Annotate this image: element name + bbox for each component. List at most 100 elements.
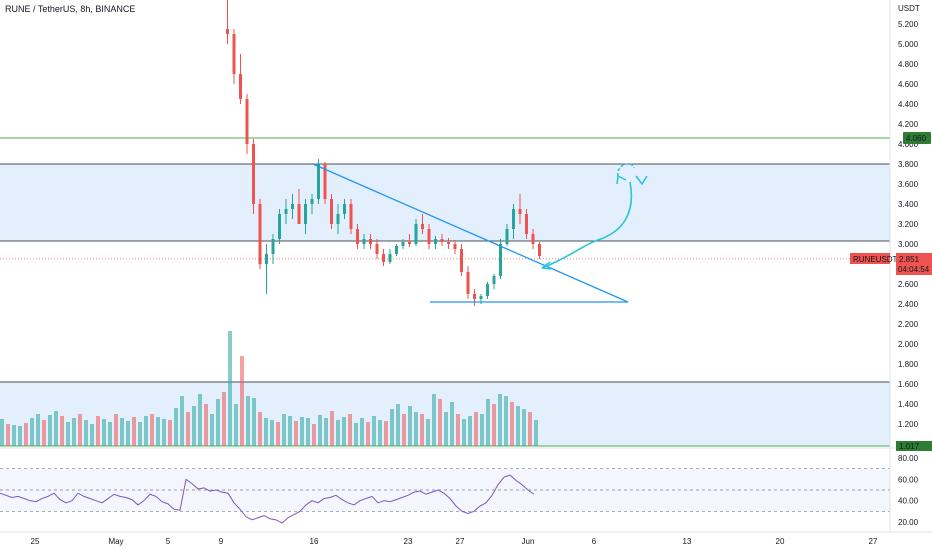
candle-body xyxy=(343,204,346,214)
volume-bar xyxy=(240,356,244,446)
price-axis-tick: 1.200 xyxy=(898,420,919,429)
volume-bar xyxy=(414,412,418,446)
volume-bar xyxy=(420,414,424,446)
candle-body xyxy=(486,284,489,296)
price-axis-tick: 3.200 xyxy=(898,220,919,229)
volume-bar xyxy=(468,416,472,446)
candle-body xyxy=(278,214,281,239)
price-axis-tick: 1.600 xyxy=(898,380,919,389)
volume-bar xyxy=(258,412,262,446)
volume-bar xyxy=(444,412,448,446)
rsi-axis-tick: 80.00 xyxy=(898,454,919,463)
level-badge: 4.060 xyxy=(906,134,927,143)
candle-body xyxy=(369,239,372,244)
price-axis-tick: 3.400 xyxy=(898,200,919,209)
volume-bar xyxy=(192,406,196,446)
volume-bar xyxy=(522,409,526,446)
time-axis-label: 16 xyxy=(310,537,319,546)
volume-bar xyxy=(138,422,142,446)
volume-bar xyxy=(96,416,100,446)
volume-bar xyxy=(174,408,178,446)
volume-bar xyxy=(144,416,148,446)
price-axis-tick: 3.800 xyxy=(898,160,919,169)
candle-body xyxy=(356,229,359,244)
volume-bar xyxy=(6,424,10,446)
volume-bar xyxy=(366,422,370,446)
volume-bar xyxy=(252,398,256,446)
candle-body xyxy=(460,249,463,272)
volume-bar xyxy=(282,414,286,446)
chart-title: RUNE / TetherUS, 8h, BINANCE xyxy=(5,4,136,14)
volume-bar xyxy=(306,418,310,446)
candle-body xyxy=(284,209,288,214)
time-axis-label: 6 xyxy=(592,537,597,546)
price-axis-tick: 2.200 xyxy=(898,320,919,329)
candle-body xyxy=(427,229,431,244)
volume-bar xyxy=(180,396,184,446)
volume-bar xyxy=(60,416,64,446)
price-axis-tick: 4.400 xyxy=(898,100,919,109)
rsi-axis-tick: 60.00 xyxy=(898,475,919,484)
candle-body xyxy=(401,242,405,246)
volume-bar xyxy=(432,394,436,446)
candle-body xyxy=(447,242,450,244)
candle-body xyxy=(226,29,229,34)
volume-bar xyxy=(210,414,214,446)
volume-bar xyxy=(168,420,172,446)
loop-arrow-icon xyxy=(617,163,635,177)
volume-bar xyxy=(156,417,160,446)
volume-bar xyxy=(72,418,76,446)
price-axis-tick: 2.000 xyxy=(898,340,919,349)
time-axis-label: 25 xyxy=(31,537,40,546)
volume-bar xyxy=(474,412,478,446)
volume-bar xyxy=(456,414,460,446)
projection-arrow[interactable] xyxy=(541,181,633,269)
volume-bar xyxy=(78,414,82,446)
descending-trendline[interactable] xyxy=(312,163,629,303)
candle-body xyxy=(466,272,470,294)
volume-bar xyxy=(450,402,454,446)
price-badge: 2.851 xyxy=(899,255,920,264)
volume-bar xyxy=(486,399,490,446)
volume-bar xyxy=(462,419,466,446)
price-axis-tick: 3.600 xyxy=(898,180,919,189)
volume-bar xyxy=(534,420,538,446)
candle-body xyxy=(362,239,366,244)
time-axis-label: 5 xyxy=(166,537,171,546)
volume-bar xyxy=(162,419,166,446)
level-badge-bg xyxy=(903,132,931,144)
price-axis-tick: 2.600 xyxy=(898,280,919,289)
volume-bar xyxy=(12,425,16,446)
volume-bar xyxy=(492,404,496,446)
candle-body xyxy=(440,239,444,242)
time-axis-label: 23 xyxy=(404,537,413,546)
volume-bar xyxy=(396,404,400,446)
candle-body xyxy=(388,254,392,262)
price-badge-bg xyxy=(896,253,932,275)
volume-bar xyxy=(36,414,40,446)
candle-body xyxy=(518,209,522,214)
candle-body xyxy=(336,214,340,224)
volume-bar xyxy=(150,414,154,446)
candle-body xyxy=(271,239,275,254)
volume-bar xyxy=(48,415,52,446)
time-axis-label: 9 xyxy=(219,537,224,546)
volume-bar xyxy=(360,418,364,446)
arrow-head-icon xyxy=(541,261,552,270)
volume-bar xyxy=(126,421,130,446)
price-axis-tick: 4.600 xyxy=(898,80,919,89)
candle-body xyxy=(434,239,437,244)
volume-bar xyxy=(132,417,136,446)
price-axis-tick: 1.400 xyxy=(898,400,919,409)
candle-body xyxy=(323,164,327,199)
volume-bar xyxy=(114,414,118,446)
candle-body xyxy=(239,74,242,99)
volume-bar xyxy=(66,422,70,446)
candle-body xyxy=(297,204,301,224)
candle-body xyxy=(265,254,268,264)
price-axis-unit: USDT xyxy=(898,4,920,13)
volume-bar xyxy=(90,424,94,446)
loop-arrowhead-right-icon xyxy=(635,175,648,186)
bottom-badge: 1.017 xyxy=(899,442,920,451)
